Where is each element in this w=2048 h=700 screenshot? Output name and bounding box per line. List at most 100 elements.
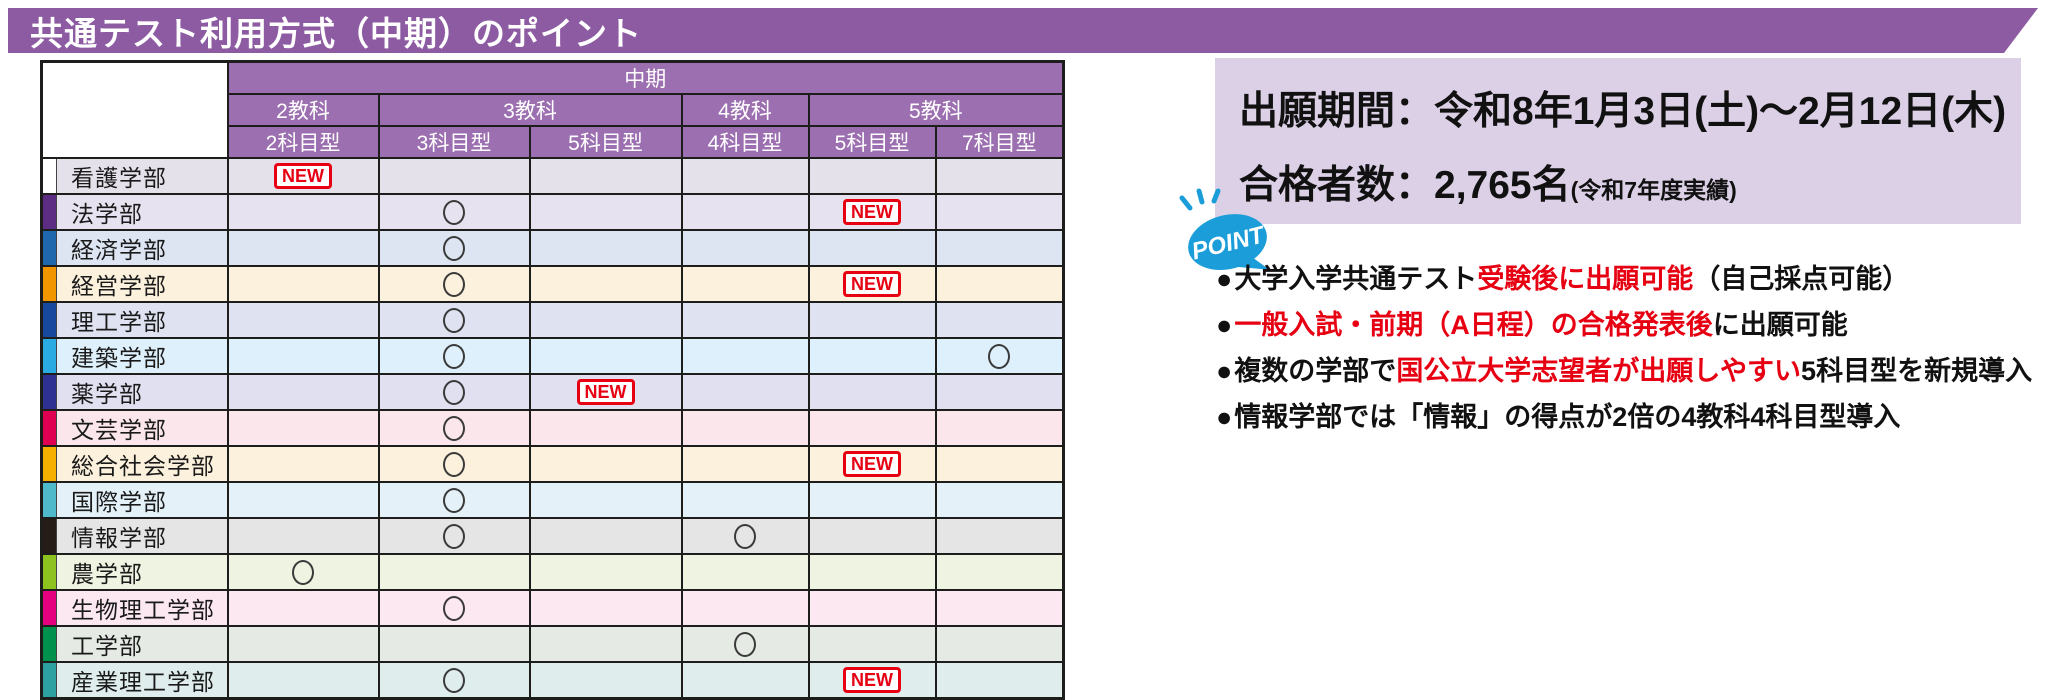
table-body: 看護学部 NEW 法学部 NEW 経済学部 経営学部 NEW 理工学部 建築学部 薬学部 NEW 文芸… [40, 157, 1065, 700]
mark-cell [226, 193, 380, 231]
subject-group-header-0: 2教科 [226, 93, 380, 127]
mark-cell [680, 265, 810, 303]
faculty-name: 生物理工学部 [71, 597, 215, 623]
new-badge: NEW [843, 666, 901, 694]
passers-value: 2,765名 [1434, 164, 1571, 207]
table-row: 産業理工学部 NEW [40, 661, 1065, 700]
table-row: 薬学部 NEW [40, 373, 1065, 411]
mark-cell [226, 661, 380, 700]
offered-circle-mark [443, 199, 465, 225]
mark-cell [377, 517, 531, 555]
faculty-cell: 薬学部 [40, 373, 229, 411]
subject-group-header-1: 3教科 [377, 93, 683, 127]
point-text-highlight: 受験後に出願可能 [1477, 264, 1694, 294]
table-row: 理工学部 [40, 301, 1065, 339]
faculty-cell: 総合社会学部 [40, 445, 229, 483]
point-text: 複数の学部で [1234, 356, 1397, 386]
mark-cell [934, 625, 1065, 663]
mark-cell [528, 409, 683, 447]
pattern-column-header-0: 2科目型 [226, 125, 380, 159]
faculty-name: 経済学部 [71, 237, 167, 263]
mark-cell [934, 301, 1065, 339]
mark-cell [528, 229, 683, 267]
passers-label: 合格者数： [1239, 164, 1435, 207]
point-item-0: ●大学入学共通テスト受験後に出願可能（自己採点可能） [1216, 256, 2046, 302]
point-item-3: ●情報学部では「情報」の得点が2倍の4教科4科目型導入 [1216, 394, 2046, 440]
faculty-color-tab [43, 304, 57, 336]
mark-cell [680, 157, 810, 195]
bullet-icon: ● [1216, 310, 1233, 340]
faculty-color-tab [43, 628, 57, 660]
mark-cell: NEW [528, 373, 683, 411]
table-header: 中期 2教科 3教科 4教科 5教科 2科目型 3科目型 5科目型 4科目型 5科目型 7科目型 [40, 60, 1065, 159]
passers-note: (令和7年度実績) [1570, 177, 1737, 203]
subject-group-header-3: 5教科 [807, 93, 1065, 127]
mark-cell [807, 373, 937, 411]
faculty-cell: 法学部 [40, 193, 229, 231]
offered-circle-mark [443, 595, 465, 621]
mark-cell [934, 553, 1065, 591]
offered-circle-mark [443, 235, 465, 261]
offered-circle-mark [734, 631, 756, 657]
mark-cell [680, 553, 810, 591]
application-period-line: 出願期間：令和8年1月3日(土)～2月12日(木) [1239, 80, 2021, 136]
point-item-1: ●一般入試・前期（A日程）の合格発表後に出願可能 [1216, 302, 2046, 348]
faculty-cell: 生物理工学部 [40, 589, 229, 627]
faculty-name: 総合社会学部 [71, 453, 215, 479]
mark-cell [528, 589, 683, 627]
mark-cell [528, 265, 683, 303]
mark-cell [680, 301, 810, 339]
passers-line: 合格者数：2,765名(令和7年度実績) [1239, 154, 2021, 210]
mark-cell [528, 553, 683, 591]
offered-circle-mark [443, 667, 465, 693]
table-corner-cell [40, 60, 229, 159]
faculty-color-tab [43, 556, 57, 588]
faculty-name: 文芸学部 [71, 417, 167, 443]
mark-cell [377, 661, 531, 700]
faculty-name: 情報学部 [71, 525, 167, 551]
mark-cell [226, 517, 380, 555]
mark-cell [226, 409, 380, 447]
point-bubble-icon: POINT [1179, 188, 1270, 270]
table-row: 情報学部 [40, 517, 1065, 555]
faculty-name: 工学部 [71, 633, 143, 659]
mark-cell [807, 157, 937, 195]
mark-cell [226, 337, 380, 375]
faculty-color-tab [43, 592, 57, 624]
point-text: 大学入学共通テスト [1234, 264, 1478, 294]
table-row: 法学部 NEW [40, 193, 1065, 231]
mark-cell [528, 445, 683, 483]
faculty-color-tab [43, 340, 57, 372]
table-row: 総合社会学部 NEW [40, 445, 1065, 483]
mark-cell [226, 625, 380, 663]
faculty-name: 農学部 [71, 561, 143, 587]
mark-cell [528, 481, 683, 519]
point-text: に出願可能 [1712, 310, 1848, 340]
mark-cell [680, 445, 810, 483]
mark-cell [934, 481, 1065, 519]
faculty-color-tab [43, 268, 57, 300]
pattern-column-header-1: 3科目型 [377, 125, 531, 159]
mark-cell [934, 373, 1065, 411]
faculty-color-tab [43, 412, 57, 444]
mark-cell: NEW [807, 265, 937, 303]
mark-cell [807, 553, 937, 591]
mark-cell [807, 589, 937, 627]
point-text: （自己採点可能） [1693, 264, 1910, 294]
mark-cell [934, 589, 1065, 627]
mark-cell: NEW [226, 157, 380, 195]
faculty-name: 看護学部 [71, 165, 167, 191]
mark-cell [226, 265, 380, 303]
application-period-label: 出願期間： [1239, 90, 1435, 133]
point-item-2: ●複数の学部で国公立大学志望者が出願しやすい5科目型を新規導入 [1216, 348, 2046, 394]
mark-cell [807, 337, 937, 375]
table-row: 文芸学部 [40, 409, 1065, 447]
mark-cell [807, 301, 937, 339]
table-row: 建築学部 [40, 337, 1065, 375]
offered-circle-mark [443, 379, 465, 405]
table-row: 看護学部 NEW [40, 157, 1065, 195]
mark-cell [377, 625, 531, 663]
point-bubble: POINT [1168, 186, 1288, 290]
mark-cell [680, 193, 810, 231]
mark-cell [680, 229, 810, 267]
